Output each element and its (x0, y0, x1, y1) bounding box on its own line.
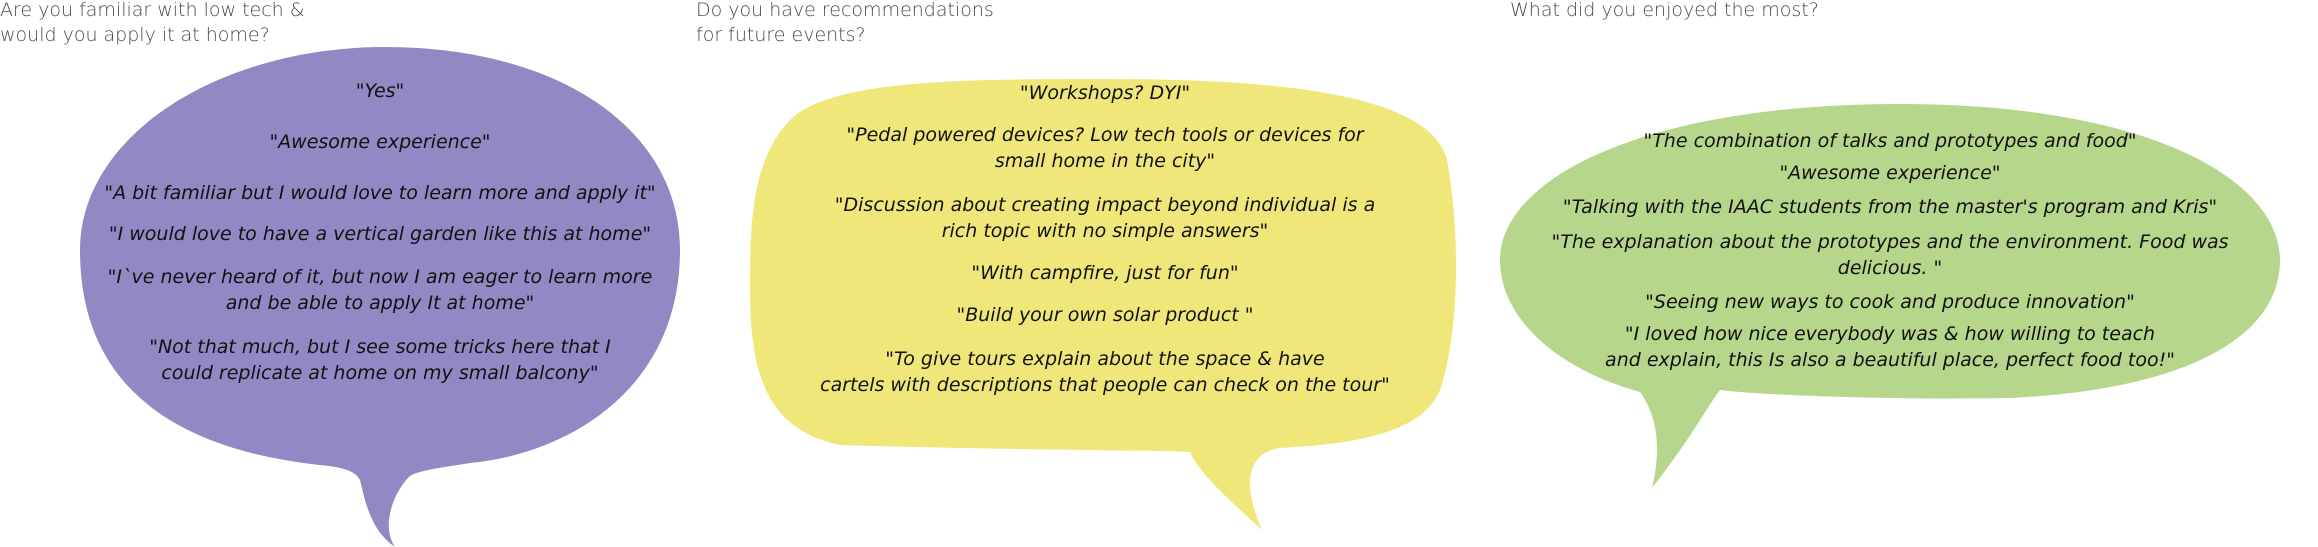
quote: "The explanation about the prototypes an… (1551, 231, 2229, 279)
quote: "I`ve never heard of it, but now I am ea… (107, 266, 653, 314)
speech-bubble-yellow (750, 79, 1457, 530)
speech-bubble-green (1500, 104, 2280, 488)
quote: "Talking with the IAAC students from the… (1562, 196, 2218, 218)
quote: "I would love to have a vertical garden … (108, 223, 652, 245)
quote: "Seeing new ways to cook and produce inn… (1645, 291, 2135, 313)
quote: "With campfire, just for fun" (971, 262, 1239, 284)
quote: "The combination of talks and prototypes… (1643, 130, 2137, 152)
bubble-2-quotes: "Workshops? DYI" "Pedal powered devices?… (780, 80, 1430, 398)
quote: "Discussion about creating impact beyond… (834, 194, 1376, 242)
question-1: Are you familiar with low tech & would y… (0, 0, 305, 46)
quote: "Pedal powered devices? Low tech tools o… (846, 124, 1364, 172)
question-2: Do you have recommendations for future e… (696, 0, 994, 46)
quote: "Awesome experience" (1779, 162, 2001, 184)
quote: "A bit familiar but I would love to lear… (104, 182, 656, 204)
speech-bubble-purple (80, 47, 680, 547)
quote: "Build your own solar product " (956, 304, 1254, 326)
question-3: What did you enjoyed the most? (1510, 0, 1819, 21)
bubble-1-quotes: "Yes" "Awesome experience" "A bit famili… (100, 78, 660, 386)
quote: "Workshops? DYI" (1019, 82, 1191, 104)
quote: "Yes" (355, 80, 405, 102)
quote: "To give tours explain about the space &… (820, 348, 1390, 396)
quote: "Not that much, but I see some tricks he… (149, 336, 611, 384)
quote: "Awesome experience" (269, 131, 491, 153)
bubble-3-quotes: "The combination of talks and prototypes… (1505, 128, 2275, 373)
quote: "I loved how nice everybody was & how wi… (1605, 323, 2175, 371)
